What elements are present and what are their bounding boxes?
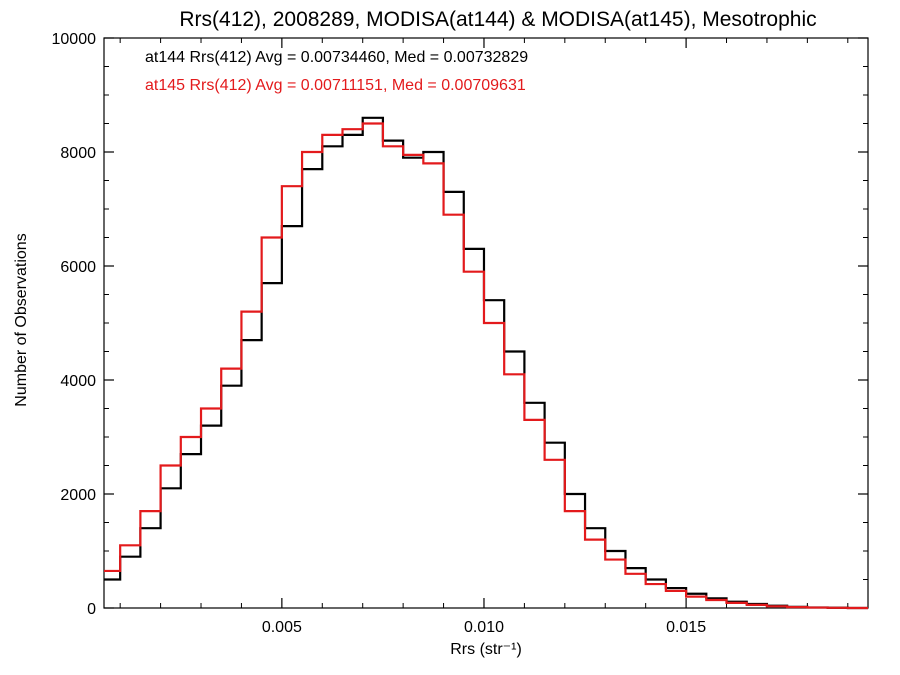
x-tick-label: 0.015 [666, 619, 706, 636]
legend-entry-at144: at144 Rrs(412) Avg = 0.00734460, Med = 0… [145, 49, 528, 66]
y-tick-label: 0 [87, 601, 96, 618]
y-axis-label: Number of Observations [13, 233, 30, 406]
x-axis-label: Rrs (str⁻¹) [450, 641, 522, 658]
y-axis-ticks: 0 2000 4000 6000 8000 10000 [52, 31, 868, 618]
y-tick-label: 4000 [60, 373, 96, 390]
x-tick-label: 0.005 [262, 619, 302, 636]
y-tick-label: 10000 [52, 31, 97, 48]
y-tick-label: 8000 [60, 145, 96, 162]
series-layer [104, 116, 868, 610]
series-line-at144 [104, 116, 868, 610]
y-tick-label: 2000 [60, 487, 96, 504]
legend-entry-at145: at145 Rrs(412) Avg = 0.00711151, Med = 0… [145, 77, 526, 94]
x-axis-ticks: 0.005 0.010 0.015 [119, 38, 849, 636]
x-tick-label: 0.010 [464, 619, 504, 636]
y-tick-label: 6000 [60, 259, 96, 276]
series-line-at145 [104, 122, 868, 610]
chart-title: Rrs(412), 2008289, MODISA(at144) & MODIS… [179, 8, 816, 31]
